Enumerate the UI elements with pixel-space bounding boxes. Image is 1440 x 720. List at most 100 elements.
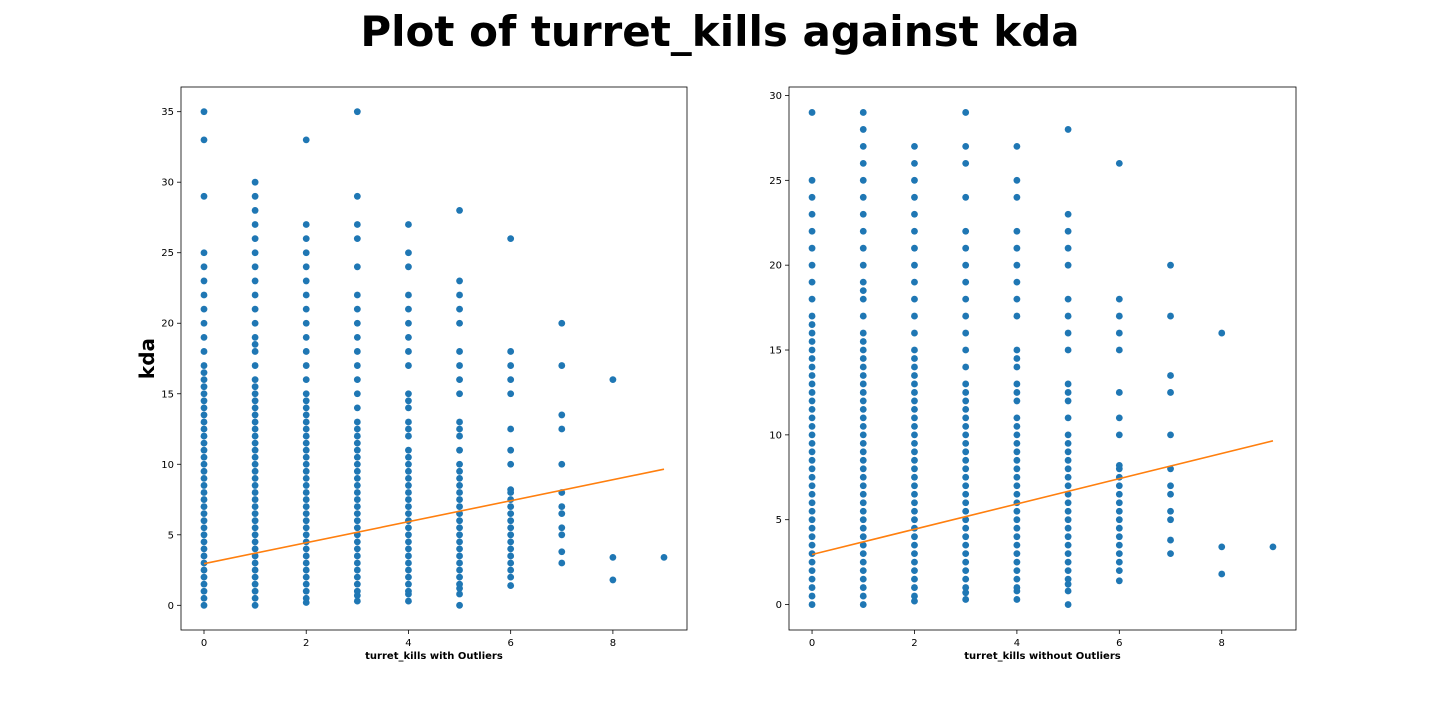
data-point <box>808 244 816 252</box>
data-point <box>808 558 816 566</box>
data-point <box>1115 558 1123 566</box>
data-point <box>251 489 259 496</box>
data-point <box>962 448 970 456</box>
data-point <box>200 467 208 475</box>
data-point <box>251 411 259 419</box>
data-point <box>353 108 361 116</box>
data-point <box>302 482 310 489</box>
data-point <box>251 460 259 468</box>
x-tick-label: 8 <box>1219 638 1225 649</box>
data-point <box>507 517 515 525</box>
data-point <box>353 235 361 243</box>
data-point <box>302 524 310 532</box>
data-point <box>405 249 412 257</box>
data-point <box>405 390 412 398</box>
y-tick-label: 5 <box>168 530 174 541</box>
data-point <box>962 550 970 558</box>
data-point <box>405 263 412 271</box>
data-point <box>962 109 970 116</box>
data-point <box>808 550 816 558</box>
data-point <box>353 573 361 581</box>
data-point <box>808 482 816 490</box>
data-point <box>808 355 816 362</box>
data-point <box>558 362 566 369</box>
data-point <box>1013 363 1021 371</box>
axes-frame <box>788 86 1297 631</box>
y-tick-label: 30 <box>769 91 782 102</box>
x-tick-label: 4 <box>1014 638 1020 649</box>
data-point <box>302 221 310 228</box>
data-point <box>251 524 259 532</box>
y-tick-label: 0 <box>168 601 174 612</box>
y-tick-label: 20 <box>769 261 782 272</box>
data-point <box>200 305 208 313</box>
data-point <box>251 418 259 426</box>
data-point <box>200 482 208 489</box>
data-point <box>405 305 412 313</box>
data-point <box>859 355 867 362</box>
data-point <box>200 594 208 602</box>
data-point <box>405 503 412 510</box>
data-point <box>1218 329 1226 337</box>
data-point <box>911 465 918 473</box>
data-point <box>1013 575 1021 583</box>
data-point <box>609 553 617 561</box>
data-point <box>962 227 970 235</box>
data-point <box>353 446 361 454</box>
data-point <box>859 346 867 354</box>
data-point <box>911 176 918 184</box>
data-point <box>911 473 918 481</box>
data-point <box>405 348 412 355</box>
data-point <box>456 390 463 398</box>
data-point <box>353 559 361 567</box>
data-point <box>962 465 970 473</box>
data-point <box>456 580 463 588</box>
data-point <box>353 432 361 440</box>
data-point <box>302 277 310 285</box>
data-points <box>200 108 668 609</box>
data-point <box>405 397 412 405</box>
data-point <box>962 363 970 371</box>
data-point <box>808 473 816 481</box>
data-point <box>911 558 918 566</box>
data-point <box>859 210 867 218</box>
data-point <box>911 142 918 150</box>
data-point <box>456 496 463 503</box>
data-point <box>911 261 918 269</box>
data-point <box>808 312 816 320</box>
data-point <box>859 414 867 422</box>
data-point <box>251 601 259 609</box>
data-point <box>251 587 259 595</box>
y-tick-label: 10 <box>769 430 782 441</box>
data-point <box>302 467 310 475</box>
data-point <box>859 507 867 515</box>
data-point <box>911 372 918 379</box>
data-point <box>251 362 259 369</box>
data-point <box>558 510 566 518</box>
data-point <box>251 178 259 186</box>
data-point <box>302 545 310 553</box>
data-point <box>1115 295 1123 303</box>
data-point <box>353 390 361 398</box>
data-point <box>962 473 970 481</box>
data-point <box>302 531 310 539</box>
data-point <box>251 319 259 327</box>
data-point <box>962 422 970 430</box>
data-point <box>405 404 412 412</box>
data-point <box>1064 567 1072 575</box>
data-point <box>911 456 918 464</box>
data-point <box>456 573 463 581</box>
data-point <box>507 582 515 589</box>
data-point <box>962 431 970 439</box>
data-point <box>251 263 259 271</box>
data-point <box>1013 312 1021 320</box>
data-point <box>251 510 259 518</box>
data-point <box>808 338 816 345</box>
data-point <box>353 439 361 447</box>
data-point <box>1269 543 1277 551</box>
data-point <box>405 524 412 532</box>
data-point <box>200 376 208 384</box>
data-point <box>405 510 412 518</box>
data-point <box>1167 507 1174 515</box>
data-point <box>251 446 259 454</box>
